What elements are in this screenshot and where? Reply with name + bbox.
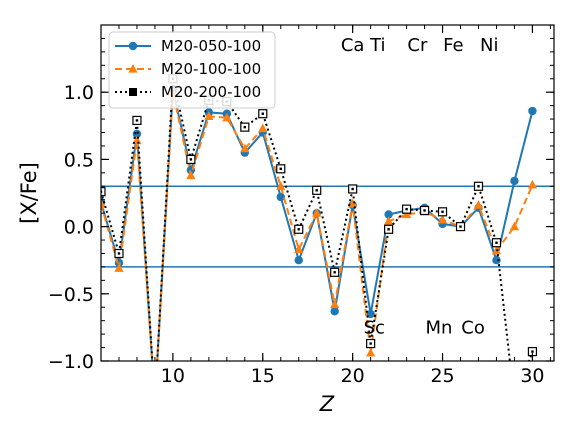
data-point	[492, 256, 501, 265]
legend-marker	[128, 64, 138, 73]
data-point	[294, 256, 303, 265]
plot-area	[101, 74, 538, 405]
data-point	[527, 179, 538, 189]
legend-marker	[129, 88, 137, 96]
data-point	[366, 338, 376, 349]
y-tick-label: 1.0	[64, 82, 94, 104]
element-label-Fe: Fe	[443, 35, 463, 56]
data-point	[312, 185, 322, 195]
data-point	[401, 209, 412, 219]
x-tick-label: 25	[430, 365, 454, 387]
data-point	[132, 129, 142, 139]
data-point	[419, 205, 430, 216]
data-point	[384, 210, 393, 219]
ticks: 10 15 20 25 30 −1.0 −0.5 0.0 0.5 1.0	[48, 24, 554, 387]
x-axis-label: Z	[319, 392, 335, 416]
legend-item: M20-200-100	[115, 83, 261, 101]
data-point	[437, 207, 448, 217]
legend-label: M20-100-100	[161, 60, 261, 78]
data-point	[528, 106, 537, 116]
data-point	[366, 309, 375, 319]
data-point	[330, 299, 340, 309]
data-point	[101, 187, 106, 197]
data-point	[401, 204, 412, 214]
data-point	[151, 397, 159, 405]
y-tick-label: 0.0	[64, 217, 94, 239]
reference-lines	[101, 185, 554, 268]
data-point	[473, 200, 484, 209]
data-point	[294, 224, 304, 234]
data-point	[294, 244, 304, 254]
series-line	[101, 91, 534, 361]
y-axis-label: [X/Fe]	[17, 162, 41, 224]
data-point	[366, 347, 376, 357]
element-label-Ca: Ca	[341, 35, 365, 56]
data-point	[312, 208, 322, 217]
element-label-Ni: Ni	[480, 35, 498, 56]
legend-marker	[128, 41, 138, 51]
element-label-Sc: Sc	[364, 317, 385, 338]
data-point	[276, 192, 285, 202]
data-point	[348, 184, 358, 194]
data-point	[455, 222, 466, 232]
element-label-Cr: Cr	[407, 35, 428, 56]
element-label-Co: Co	[461, 317, 485, 338]
legend-label: M20-050-100	[161, 37, 261, 55]
data-point	[150, 396, 159, 405]
element-label-Mn: Mn	[425, 317, 452, 338]
x-tick-label: 10	[161, 365, 185, 387]
data-point	[222, 112, 232, 122]
legend: M20-050-100 M20-100-100 M20-200-100	[108, 31, 276, 109]
axes-frame	[100, 24, 555, 362]
data-point	[186, 154, 196, 164]
data-point	[240, 143, 250, 153]
y-tick-label: −1.0	[48, 351, 94, 373]
x-tick-label: 15	[251, 365, 275, 387]
x-tick-label: 20	[341, 365, 365, 387]
data-point	[510, 176, 519, 186]
axes-border	[100, 24, 555, 362]
data-point	[384, 224, 394, 234]
data-point	[384, 216, 394, 225]
data-point	[258, 109, 268, 119]
data-point	[276, 164, 286, 174]
y-tick-label: −0.5	[48, 284, 94, 306]
data-point	[240, 122, 250, 132]
y-tick-label: 0.5	[64, 149, 94, 171]
data-point	[186, 170, 196, 180]
data-point	[437, 214, 448, 224]
data-point	[473, 181, 484, 191]
series-line	[101, 88, 534, 361]
data-point	[491, 238, 502, 248]
data-point	[276, 181, 286, 190]
legend-item: M20-050-100	[115, 37, 261, 55]
data-point	[258, 123, 268, 133]
data-point	[101, 198, 106, 208]
data-point	[509, 221, 520, 231]
legend-label: M20-200-100	[161, 83, 261, 101]
data-point	[114, 248, 124, 259]
element-label-Ti: Ti	[369, 35, 385, 56]
data-point	[132, 115, 142, 126]
data-point	[348, 198, 358, 208]
legend-item: M20-100-100	[115, 60, 261, 78]
element-labels: Ca Ti Cr Fe Ni Sc Mn Co	[341, 35, 499, 338]
series-M20-200-100	[101, 74, 538, 405]
data-point	[510, 397, 518, 405]
series-line	[101, 77, 534, 361]
data-point	[330, 267, 340, 277]
data-point	[204, 111, 214, 120]
data-point	[151, 397, 159, 405]
data-point	[114, 263, 124, 272]
data-point	[330, 307, 339, 316]
x-tick-label: 30	[520, 365, 544, 387]
legend-box	[108, 31, 276, 109]
